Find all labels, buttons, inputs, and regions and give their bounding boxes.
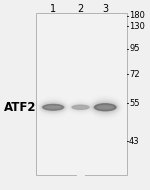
Text: ATF2: ATF2 — [4, 101, 36, 114]
Ellipse shape — [38, 99, 68, 115]
Text: 55: 55 — [129, 99, 140, 108]
Ellipse shape — [94, 103, 116, 111]
Ellipse shape — [37, 98, 69, 116]
Ellipse shape — [68, 101, 93, 113]
Ellipse shape — [40, 101, 66, 113]
Ellipse shape — [96, 105, 114, 110]
Bar — [36, 13, 127, 175]
Ellipse shape — [39, 100, 68, 115]
Text: 72: 72 — [129, 70, 140, 79]
Ellipse shape — [95, 104, 116, 111]
Ellipse shape — [73, 105, 88, 109]
Text: 1: 1 — [50, 4, 56, 14]
Ellipse shape — [42, 104, 64, 111]
Ellipse shape — [44, 105, 62, 109]
Ellipse shape — [93, 102, 118, 112]
Ellipse shape — [71, 105, 90, 110]
Ellipse shape — [39, 101, 67, 114]
Ellipse shape — [68, 101, 93, 114]
Text: 180: 180 — [129, 11, 145, 20]
Ellipse shape — [72, 105, 89, 109]
Ellipse shape — [72, 105, 89, 110]
Ellipse shape — [45, 106, 61, 109]
Ellipse shape — [91, 99, 120, 115]
Ellipse shape — [43, 104, 63, 110]
Ellipse shape — [96, 105, 115, 110]
Ellipse shape — [90, 98, 121, 117]
Ellipse shape — [41, 103, 65, 112]
Ellipse shape — [97, 106, 113, 109]
Text: 95: 95 — [129, 44, 140, 53]
Ellipse shape — [95, 104, 115, 110]
Ellipse shape — [89, 97, 122, 118]
Ellipse shape — [71, 104, 91, 111]
Ellipse shape — [88, 96, 122, 119]
Ellipse shape — [45, 105, 62, 109]
Text: 43: 43 — [129, 137, 140, 146]
Ellipse shape — [69, 102, 92, 112]
Ellipse shape — [90, 98, 120, 116]
Text: 2: 2 — [78, 4, 84, 14]
Ellipse shape — [94, 103, 117, 112]
Text: 3: 3 — [102, 4, 108, 14]
Ellipse shape — [44, 105, 62, 110]
Ellipse shape — [97, 105, 114, 109]
Ellipse shape — [70, 103, 91, 111]
Ellipse shape — [92, 100, 119, 114]
Ellipse shape — [72, 105, 90, 110]
Ellipse shape — [40, 102, 66, 112]
Ellipse shape — [74, 106, 88, 109]
Ellipse shape — [42, 104, 64, 111]
Ellipse shape — [43, 105, 63, 110]
Ellipse shape — [73, 106, 88, 109]
Text: 130: 130 — [129, 22, 145, 31]
Ellipse shape — [69, 103, 92, 112]
Ellipse shape — [92, 101, 118, 113]
Bar — [77, 171, 85, 179]
